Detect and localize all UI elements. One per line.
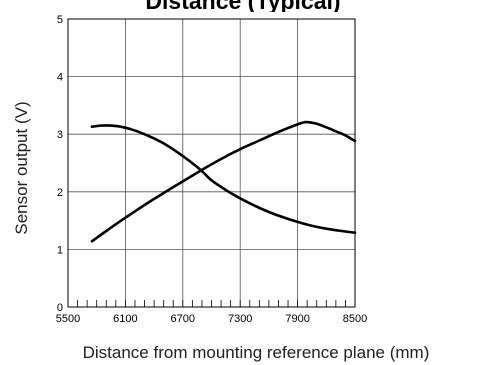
x-tick-label: 6100 <box>113 313 137 325</box>
y-tick-label: 0 <box>57 302 63 314</box>
x-axis-label: Distance from mounting reference plane (… <box>83 343 430 362</box>
x-tick-labels: 5500 6100 6700 7300 7900 8500 <box>56 313 367 325</box>
series-line <box>90 124 357 234</box>
x-tick-label: 5500 <box>56 313 80 325</box>
x-tick-label: 7900 <box>285 313 309 325</box>
y-tick-labels: 0 1 2 3 4 5 <box>57 14 63 314</box>
title-clip: Distance (Typical) <box>0 0 486 12</box>
y-axis-label: Sensor output (V) <box>12 101 31 234</box>
y-tick-label: 2 <box>57 187 63 199</box>
series-layer <box>90 120 357 243</box>
minor-ticks <box>67 300 356 307</box>
x-tick-label: 6700 <box>171 313 195 325</box>
y-tick-label: 3 <box>57 129 63 141</box>
chart-title: Distance (Typical) <box>0 0 486 12</box>
y-tick-label: 4 <box>57 72 63 84</box>
y-tick-label: 5 <box>57 14 63 26</box>
x-tick-label: 8500 <box>343 313 367 325</box>
plot-frame <box>67 18 356 308</box>
y-tick-label: 1 <box>57 244 63 256</box>
x-tick-label: 7300 <box>228 313 252 325</box>
series-line <box>90 120 357 243</box>
